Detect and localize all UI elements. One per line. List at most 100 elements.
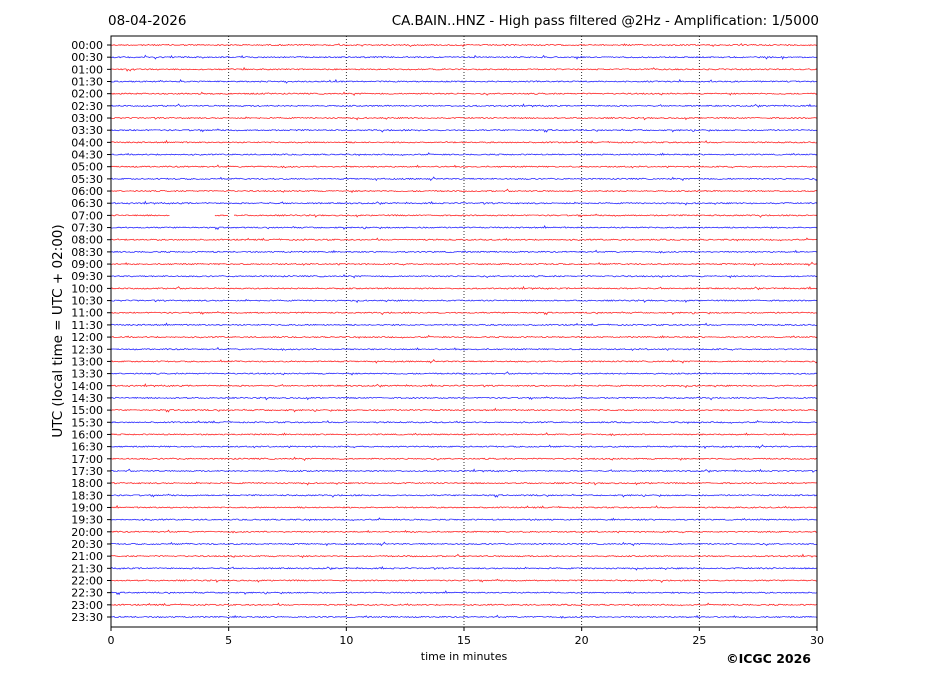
row-label: 08:00	[71, 234, 103, 247]
chart-title: CA.BAIN..HNZ - High pass filtered @2Hz -…	[392, 13, 819, 29]
trace-2330	[110, 614, 818, 619]
row-label: 10:30	[71, 295, 103, 308]
x-tick-label: 0	[108, 634, 115, 647]
row-label: 00:00	[71, 39, 103, 52]
trace-2030	[110, 541, 818, 547]
trace-1330	[110, 371, 817, 376]
trace-1000	[110, 285, 818, 291]
trace-1930	[110, 517, 818, 522]
gridlines	[228, 36, 700, 627]
row-label: 01:00	[71, 63, 103, 76]
copyright: ©ICGC 2026	[726, 651, 811, 666]
row-label: 09:30	[71, 270, 103, 283]
row-label: 06:00	[71, 185, 103, 198]
trace-0630	[110, 200, 818, 206]
trace-0000	[111, 43, 817, 48]
row-label: 14:00	[71, 380, 103, 393]
trace-0430	[110, 152, 818, 157]
trace-0800	[110, 237, 818, 242]
x-axis-ticks: 0 5 10 15 20 25 30	[108, 627, 824, 647]
x-tick-label: 20	[575, 634, 589, 647]
row-label: 14:30	[71, 392, 103, 405]
row-label: 12:00	[71, 331, 103, 344]
row-label: 01:30	[71, 76, 103, 89]
x-tick-label: 25	[692, 634, 706, 647]
row-label: 02:00	[71, 88, 103, 101]
row-label: 11:30	[71, 319, 103, 332]
row-labels: 00:0000:3001:0001:3002:0002:3003:0003:30…	[71, 39, 111, 624]
trace-1830	[110, 493, 818, 498]
trace-2230	[110, 590, 817, 596]
trace-0500	[110, 164, 818, 169]
row-label: 11:00	[71, 307, 103, 320]
row-label: 05:00	[71, 161, 103, 174]
row-label: 07:30	[71, 222, 103, 235]
trace-0100	[110, 66, 818, 72]
row-label: 08:30	[71, 246, 103, 259]
row-label: 05:30	[71, 173, 103, 186]
trace-2200	[110, 578, 817, 583]
row-label: 19:30	[71, 514, 103, 527]
trace-0300	[110, 116, 818, 121]
y-axis-label: UTC (local time = UTC + 02:00)	[50, 224, 66, 437]
plot-frame	[110, 35, 818, 628]
row-label: 16:30	[71, 441, 103, 454]
trace-1730	[110, 468, 818, 473]
row-label: 12:30	[71, 343, 103, 356]
row-label: 09:00	[71, 258, 103, 271]
row-label: 15:30	[71, 416, 103, 429]
row-label: 15:00	[71, 404, 103, 417]
row-label: 21:00	[71, 550, 103, 563]
trace-0730	[110, 224, 818, 231]
row-label: 13:00	[71, 355, 103, 368]
row-label: 19:00	[71, 501, 103, 514]
trace-1630	[110, 444, 818, 449]
trace-2130	[110, 566, 818, 571]
trace-1200	[110, 334, 818, 339]
row-label: 04:00	[71, 136, 103, 149]
x-tick-label: 10	[339, 634, 353, 647]
trace-1400	[110, 383, 818, 389]
trace-1130	[110, 322, 818, 327]
trace-0230	[110, 103, 818, 108]
row-label: 13:30	[71, 368, 103, 381]
row-label: 21:30	[71, 562, 103, 575]
trace-1030	[110, 298, 818, 304]
row-label: 10:00	[71, 282, 103, 295]
row-label: 17:30	[71, 465, 103, 478]
row-label: 06:30	[71, 197, 103, 210]
row-label: 23:00	[71, 599, 103, 612]
trace-0700	[214, 214, 229, 217]
row-label: 18:30	[71, 489, 103, 502]
trace-0400	[110, 139, 818, 144]
trace-0900	[110, 261, 818, 267]
trace-1100	[110, 311, 818, 316]
x-tick-label: 15	[457, 634, 471, 647]
row-label: 17:00	[71, 453, 103, 466]
row-label: 18:00	[71, 477, 103, 490]
x-tick-label: 5	[225, 634, 232, 647]
trace-1600	[110, 432, 817, 437]
trace-1500	[110, 407, 818, 413]
trace-0600	[110, 188, 817, 194]
trace-0930	[111, 274, 818, 279]
trace-0700	[110, 214, 170, 217]
row-label: 22:00	[71, 574, 103, 587]
trace-1230	[110, 346, 818, 352]
trace-0700	[234, 213, 818, 218]
trace-1530	[110, 420, 818, 425]
trace-0030	[110, 54, 817, 60]
trace-1300	[110, 359, 818, 364]
row-label: 02:30	[71, 100, 103, 113]
row-label: 16:00	[71, 428, 103, 441]
trace-2100	[110, 553, 818, 559]
trace-2300	[110, 602, 817, 607]
date-label: 08-04-2026	[108, 13, 186, 29]
trace-0200	[110, 91, 818, 97]
trace-0830	[110, 249, 818, 254]
row-label: 23:30	[71, 611, 103, 624]
row-label: 22:30	[71, 587, 103, 600]
traces	[110, 43, 818, 619]
row-label: 04:30	[71, 149, 103, 162]
